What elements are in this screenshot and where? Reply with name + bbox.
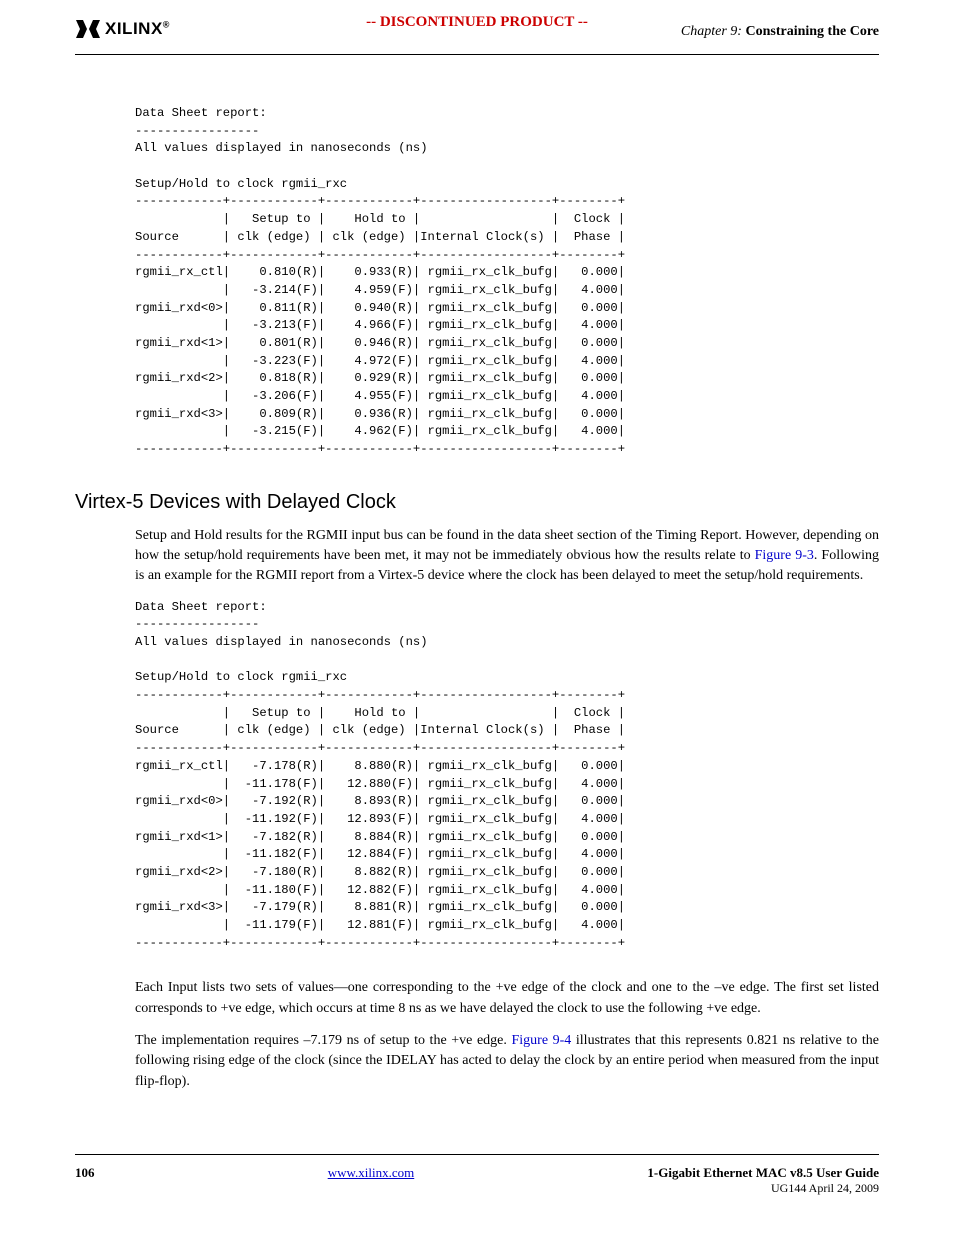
main-content: Data Sheet report: ----------------- All…: [0, 55, 954, 1124]
footer-doc-sub: UG144 April 24, 2009: [647, 1181, 879, 1196]
logo-mark-icon: [75, 18, 101, 40]
timing-report-2: Data Sheet report: ----------------- All…: [135, 599, 879, 953]
page-footer: 106 www.xilinx.com 1-Gigabit Ethernet MA…: [75, 1154, 879, 1226]
chapter-label: Chapter 9: Constraining the Core: [675, 24, 879, 40]
section-heading: Virtex-5 Devices with Delayed Clock: [75, 491, 879, 514]
paragraph-3: The implementation requires –7.179 ns of…: [135, 1031, 879, 1092]
paragraph-2: Each Input lists two sets of values—one …: [135, 978, 879, 1019]
xilinx-logo: XILINX®: [75, 18, 176, 40]
page-number: 106: [75, 1165, 95, 1181]
figure-9-3-link[interactable]: Figure 9-3: [755, 548, 814, 563]
paragraph-1: Setup and Hold results for the RGMII inp…: [135, 526, 879, 587]
footer-url-link[interactable]: www.xilinx.com: [328, 1165, 415, 1180]
timing-report-1: Data Sheet report: ----------------- All…: [135, 105, 879, 459]
footer-doc-title: 1-Gigabit Ethernet MAC v8.5 User Guide: [647, 1165, 879, 1181]
logo-text: XILINX®: [105, 19, 170, 39]
figure-9-4-link[interactable]: Figure 9-4: [511, 1033, 571, 1048]
